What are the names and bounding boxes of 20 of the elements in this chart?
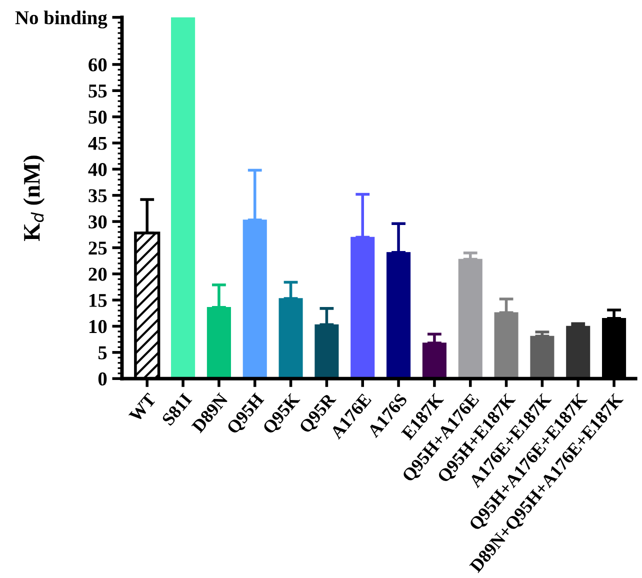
y-tick-label: 50 bbox=[88, 110, 107, 124]
y-tick-label: 20 bbox=[88, 268, 107, 281]
y-tick-label: 5 bbox=[98, 346, 107, 360]
bar bbox=[566, 326, 590, 379]
y-axis-title: K$_{d}$ (nM) bbox=[23, 156, 45, 242]
y-tick-label: 25 bbox=[88, 242, 107, 255]
bar bbox=[171, 17, 196, 379]
y-tick-label: 60 bbox=[88, 58, 107, 72]
bar bbox=[458, 258, 482, 379]
y-tick-label: 15 bbox=[90, 294, 107, 307]
y-tick-label: 35 bbox=[88, 189, 107, 202]
y-tick-label: 40 bbox=[88, 162, 107, 176]
y-tick-label: 45 bbox=[88, 136, 107, 150]
y-tick-label: 10 bbox=[90, 320, 107, 334]
y-tick-label: No binding bbox=[15, 10, 108, 28]
x-tick-label: WT bbox=[128, 392, 157, 423]
y-tick-label: 30 bbox=[88, 215, 107, 228]
y-tick-label: 0 bbox=[98, 372, 107, 386]
bar bbox=[530, 336, 554, 379]
y-tick-label: 55 bbox=[88, 84, 107, 98]
